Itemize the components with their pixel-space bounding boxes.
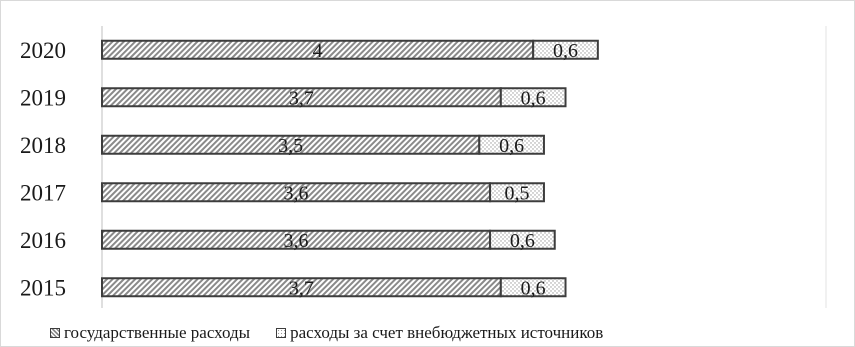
bar-segment-extra — [489, 182, 545, 203]
legend-swatch-extra — [276, 328, 287, 338]
legend-label-extra: расходы за счет внебюджетных источников — [290, 323, 604, 342]
data-label: 0,5 — [505, 182, 530, 204]
bar-segment-extra — [499, 277, 567, 298]
legend-label-gov: государственные расходы — [64, 323, 251, 342]
data-label: 3,5 — [278, 135, 303, 157]
data-label: 0,6 — [553, 40, 578, 62]
data-label: 3,6 — [284, 230, 309, 252]
data-label: 0,6 — [521, 87, 546, 109]
bar-segment-extra — [489, 229, 556, 250]
legend-swatch-gov — [50, 328, 60, 338]
legend: государственные расходы расходы за счет … — [50, 322, 629, 344]
category-label: 2015 — [20, 275, 66, 300]
legend-item-gov: государственные расходы — [50, 323, 250, 343]
category-label: 2017 — [20, 180, 66, 205]
data-label: 0,6 — [521, 277, 546, 299]
data-label: 0,6 — [510, 230, 535, 252]
category-label: 2016 — [20, 228, 66, 253]
bar-segment-extra — [499, 87, 567, 108]
category-label: 2018 — [20, 133, 66, 158]
data-label: 3,6 — [284, 182, 309, 204]
legend-item-extra: расходы за счет внебюджетных источников — [276, 323, 603, 343]
category-label: 2020 — [20, 38, 66, 63]
data-label: 4 — [313, 40, 323, 62]
bar-segment-extra — [478, 134, 545, 155]
category-label: 2019 — [20, 85, 66, 110]
data-label: 3,7 — [289, 87, 314, 109]
data-label: 3,7 — [289, 277, 314, 299]
bar-segment-extra — [532, 39, 599, 60]
data-label: 0,6 — [499, 135, 524, 157]
